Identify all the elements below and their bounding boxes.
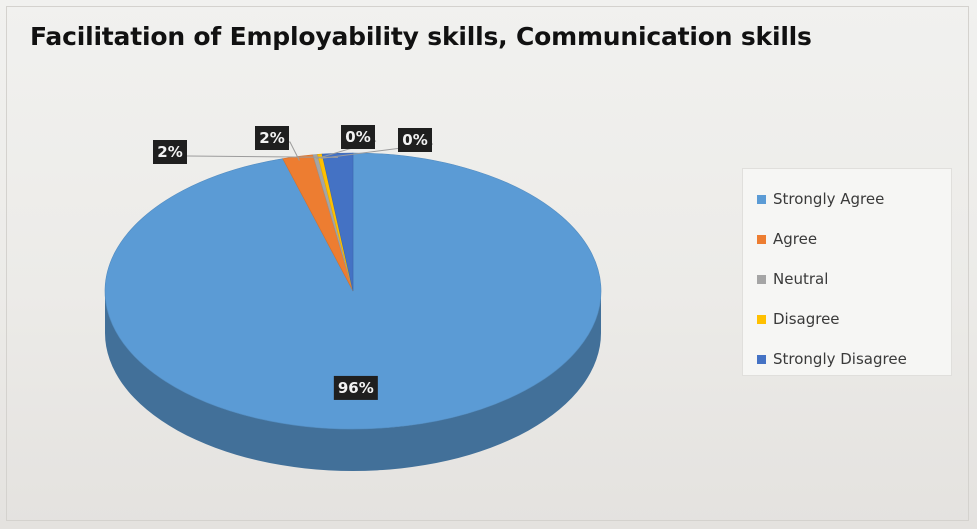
pie-depth [105,291,601,471]
legend-label-strongly-agree: Strongly Agree [773,190,885,208]
data-label-box-neutral [341,125,375,149]
data-label-disagree: 0% [402,131,427,149]
legend-item-strongly-agree: Strongly Agree [757,179,951,219]
data-label-box-disagree [398,128,432,152]
legend: Strongly Agree Agree Neutral Disagree Strong… [742,168,952,376]
data-label-strongly-disagree: 2% [157,143,182,161]
data-label-neutral: 0% [345,128,370,146]
data-label-box-strongly-agree [333,375,378,400]
slice-side-strongly-agree [105,291,601,471]
legend-swatch-neutral [757,274,766,284]
chart-frame [6,6,969,521]
legend-item-disagree: Disagree [757,299,951,339]
legend-label-disagree: Disagree [773,310,840,328]
data-label-box-agree [255,126,289,150]
data-labels: 96% 2% 0% 0% 2% [153,125,432,400]
legend-swatch-strongly-disagree [757,354,766,364]
data-label-strongly-agree: 96% [338,379,374,397]
data-label-box-strongly-disagree [153,140,187,164]
legend-swatch-disagree [757,314,766,324]
legend-swatch-strongly-agree [757,194,766,204]
legend-label-strongly-disagree: Strongly Disagree [773,350,907,368]
legend-item-neutral: Neutral [757,259,951,299]
pie-slices [104,152,602,430]
legend-label-neutral: Neutral [773,270,829,288]
legend-label-agree: Agree [773,230,818,248]
data-label-agree: 2% [259,129,284,147]
legend-swatch-agree [757,234,766,244]
legend-item-agree: Agree [757,219,951,259]
slice-strongly-disagree [321,152,354,292]
legend-item-strongly-disagree: Strongly Disagree [757,339,951,379]
chart-title: Facilitation of Employability skills, Co… [30,22,812,51]
